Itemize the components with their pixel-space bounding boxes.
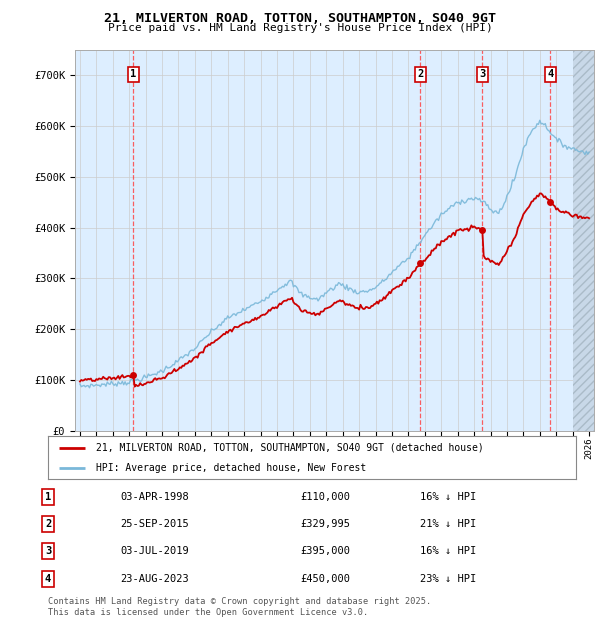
Text: Price paid vs. HM Land Registry's House Price Index (HPI): Price paid vs. HM Land Registry's House … — [107, 23, 493, 33]
Bar — [572, 50, 597, 431]
Text: 25-SEP-2015: 25-SEP-2015 — [120, 519, 189, 529]
Text: 03-JUL-2019: 03-JUL-2019 — [120, 546, 189, 556]
Text: 2: 2 — [417, 69, 424, 79]
Text: 16% ↓ HPI: 16% ↓ HPI — [420, 492, 476, 502]
Text: 23-AUG-2023: 23-AUG-2023 — [120, 574, 189, 583]
Text: 4: 4 — [45, 574, 51, 583]
Text: 03-APR-1998: 03-APR-1998 — [120, 492, 189, 502]
Text: 16% ↓ HPI: 16% ↓ HPI — [420, 546, 476, 556]
Text: 21% ↓ HPI: 21% ↓ HPI — [420, 519, 476, 529]
Text: Contains HM Land Registry data © Crown copyright and database right 2025.
This d: Contains HM Land Registry data © Crown c… — [48, 598, 431, 617]
Text: 3: 3 — [479, 69, 485, 79]
Text: £395,000: £395,000 — [300, 546, 350, 556]
Text: £450,000: £450,000 — [300, 574, 350, 583]
Text: 21, MILVERTON ROAD, TOTTON, SOUTHAMPTON, SO40 9GT: 21, MILVERTON ROAD, TOTTON, SOUTHAMPTON,… — [104, 12, 496, 25]
Text: 4: 4 — [547, 69, 553, 79]
Text: 21, MILVERTON ROAD, TOTTON, SOUTHAMPTON, SO40 9GT (detached house): 21, MILVERTON ROAD, TOTTON, SOUTHAMPTON,… — [95, 443, 483, 453]
Text: £110,000: £110,000 — [300, 492, 350, 502]
Text: 3: 3 — [45, 546, 51, 556]
Text: 23% ↓ HPI: 23% ↓ HPI — [420, 574, 476, 583]
Text: 1: 1 — [130, 69, 136, 79]
Text: £329,995: £329,995 — [300, 519, 350, 529]
Text: HPI: Average price, detached house, New Forest: HPI: Average price, detached house, New … — [95, 463, 366, 473]
Text: 1: 1 — [45, 492, 51, 502]
Text: 2: 2 — [45, 519, 51, 529]
